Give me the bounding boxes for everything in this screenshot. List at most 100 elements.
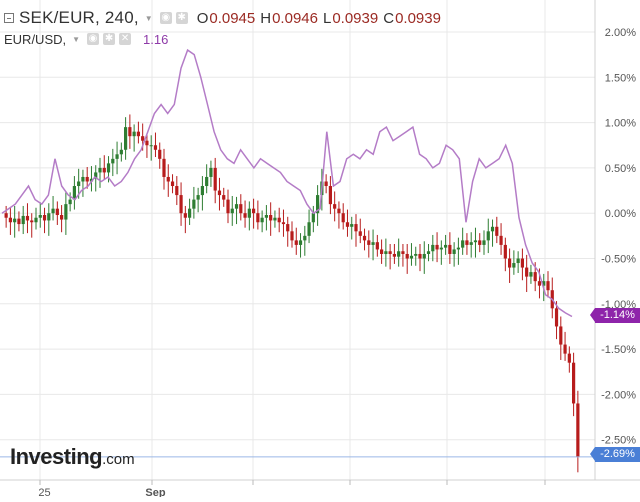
- candle-body: [226, 199, 230, 214]
- candle-body: [482, 240, 486, 245]
- main-symbol-label[interactable]: SEK/EUR, 240,: [19, 8, 139, 27]
- candle-body: [525, 267, 529, 277]
- grid-layer: [0, 0, 595, 480]
- candle-body: [392, 253, 396, 257]
- candle-body: [439, 247, 443, 250]
- candle-body: [520, 258, 524, 268]
- candle-body: [25, 215, 30, 221]
- ohlc-close-label: C: [383, 9, 395, 27]
- candle-body: [354, 224, 358, 232]
- candle-body: [380, 249, 384, 254]
- candle-body: [576, 403, 580, 457]
- x-tick-label: Sep: [145, 487, 165, 497]
- compare-symbol-label[interactable]: EUR/USD,: [4, 31, 67, 47]
- candle-body: [256, 213, 260, 223]
- candle-body: [213, 167, 217, 191]
- candle-body: [42, 215, 47, 221]
- candle-body: [243, 213, 247, 218]
- logo-suffix: .com: [102, 451, 135, 468]
- candle-body: [469, 242, 473, 245]
- candle-body: [260, 217, 264, 223]
- candle-body: [486, 231, 490, 241]
- compare-value: 1.16: [143, 31, 169, 47]
- candle-body: [473, 240, 478, 243]
- candle-body: [431, 244, 435, 252]
- candle-body: [188, 208, 192, 218]
- candle-body: [316, 195, 320, 214]
- candle-body: [192, 199, 196, 209]
- y-tick-label: 1.50%: [605, 72, 636, 84]
- y-tick-label: 0.00%: [605, 208, 636, 220]
- candle-body: [490, 226, 495, 232]
- candle-body: [563, 344, 567, 354]
- candle-body: [38, 215, 42, 218]
- close-icon[interactable]: ✕: [119, 33, 132, 45]
- candle-body: [294, 240, 298, 245]
- candle-body: [239, 204, 243, 214]
- chevron-down-icon[interactable]: ▼: [144, 13, 153, 23]
- candle-body: [444, 244, 448, 248]
- main-series-legend: SEK/EUR, 240, ▼ ◉ ✱ O 0.0945 H 0.0946 L …: [0, 7, 441, 29]
- candle-body: [162, 158, 166, 177]
- candle-body: [401, 251, 405, 254]
- candle-body: [222, 195, 226, 200]
- candle-body: [452, 249, 456, 254]
- candle-body: [281, 222, 286, 225]
- candle-body: [311, 213, 315, 223]
- candle-body: [209, 167, 213, 177]
- ohlc-high-label: H: [260, 9, 272, 27]
- compare-series-legend: EUR/USD, ▼ ◉ ✱ ✕ 1.16: [0, 31, 168, 47]
- y-tick-label: -1.00%: [601, 299, 636, 311]
- candle-body: [30, 220, 34, 223]
- candle-body: [128, 127, 132, 137]
- candle-body: [72, 186, 76, 200]
- candle-body: [166, 176, 170, 182]
- candle-body: [341, 213, 345, 223]
- candle-body: [358, 231, 362, 236]
- candle-body: [533, 272, 537, 282]
- candle-body: [4, 213, 8, 218]
- candle-body: [384, 251, 388, 254]
- time-axis: 25 Sep: [38, 480, 546, 499]
- collapse-legend-icon[interactable]: [4, 13, 14, 23]
- candle-body: [478, 240, 482, 245]
- candle-body: [230, 208, 234, 214]
- candle-body: [508, 258, 512, 268]
- candle-body: [179, 195, 183, 214]
- candle-body: [200, 186, 204, 196]
- candle-body: [21, 215, 25, 225]
- eye-icon[interactable]: ◉: [87, 33, 100, 45]
- candle-body: [512, 263, 516, 268]
- gear-icon[interactable]: ✱: [103, 33, 116, 45]
- candle-body: [149, 145, 153, 147]
- y-tick-label: -2.00%: [601, 389, 636, 401]
- candle-body: [405, 253, 409, 259]
- chevron-down-icon[interactable]: ▼: [72, 34, 81, 44]
- candle-body: [290, 231, 294, 241]
- candle-body: [264, 215, 268, 218]
- candle-body: [183, 213, 187, 218]
- ohlc-close-value: 0.0939: [395, 9, 441, 27]
- candle-body: [89, 178, 94, 182]
- candle-body: [77, 181, 81, 187]
- price-axis: 2.00% 1.50% 1.00% 0.50% 0.00% -0.50% -1.00% -1.…: [601, 27, 636, 447]
- gear-icon[interactable]: ✱: [175, 12, 188, 24]
- ohlc-low-label: L: [322, 9, 332, 27]
- candle-body: [350, 224, 354, 227]
- ohlc-open-label: O: [196, 9, 209, 27]
- candle-body: [47, 213, 51, 221]
- candle-body: [542, 281, 546, 286]
- ohlc-open-value: 0.0945: [209, 9, 256, 27]
- candle-body: [153, 145, 158, 150]
- candle-body: [345, 222, 350, 227]
- candle-body: [273, 217, 277, 221]
- candle-body: [124, 127, 128, 150]
- candle-body: [8, 217, 12, 223]
- candle-body: [307, 222, 311, 236]
- eye-icon[interactable]: ◉: [159, 12, 172, 24]
- y-tick-label: -2.50%: [601, 435, 636, 447]
- candle-body: [448, 244, 452, 254]
- candle-body: [567, 353, 571, 363]
